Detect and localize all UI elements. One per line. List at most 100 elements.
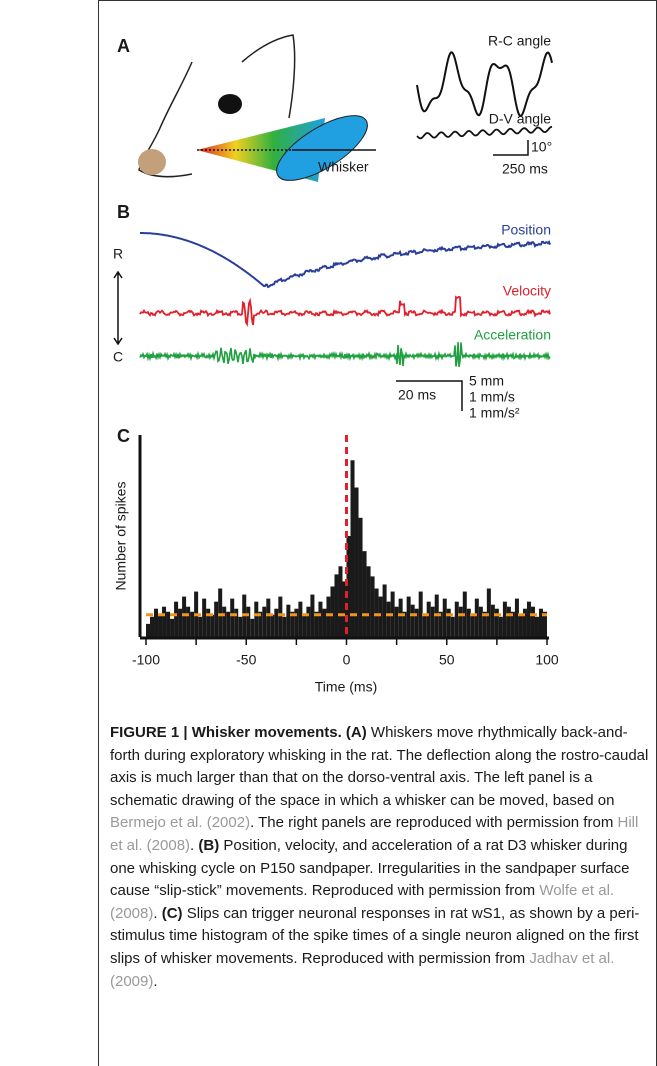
bar <box>154 608 159 637</box>
eye <box>218 94 242 114</box>
caption-text: (C) <box>161 904 183 922</box>
caption: FIGURE 1 | Whisker movements. (A) Whiske… <box>110 722 650 993</box>
trace-label: R-C angle <box>488 33 551 49</box>
bar <box>254 601 259 637</box>
reference-link[interactable]: Bermejo et al. (2002) <box>110 814 251 832</box>
acceleration-trace <box>139 342 551 367</box>
bar <box>442 598 447 637</box>
caption-text: . <box>153 904 162 922</box>
bar <box>414 608 419 637</box>
velocity-trace <box>139 295 551 327</box>
rc-trace <box>416 51 553 117</box>
bar <box>158 614 163 637</box>
bar <box>486 588 491 637</box>
x-tick-label: 0 <box>343 652 351 668</box>
ear-outline <box>241 34 296 119</box>
bar <box>406 596 411 637</box>
bar <box>190 611 195 637</box>
trace-label: D-V angle <box>489 111 551 127</box>
reference-link[interactable]: Wolfe et al. (2008) <box>110 882 615 922</box>
bar <box>350 460 355 637</box>
direction-label: C <box>113 349 123 365</box>
trace-label: Velocity <box>503 283 551 299</box>
bar <box>286 604 291 637</box>
bar <box>358 517 363 637</box>
reference-link[interactable]: Jadhav et al. (2009) <box>110 949 615 990</box>
caption-text: Position, velocity, and acceleration of … <box>110 836 630 900</box>
bar <box>226 611 231 637</box>
bar <box>422 614 427 637</box>
x-tick-label: -100 <box>132 652 160 668</box>
scale-label: 1 mm/s² <box>469 405 520 421</box>
bar <box>342 581 347 637</box>
bar <box>530 606 535 637</box>
panel-label: B <box>117 202 130 222</box>
x-axis-label: Time (ms) <box>315 679 377 695</box>
caption-text: . <box>190 836 199 854</box>
bar <box>374 588 379 637</box>
scale-label: 20 ms <box>398 387 436 403</box>
bar <box>534 616 539 637</box>
bar <box>166 611 171 637</box>
bar <box>394 606 399 637</box>
bar <box>250 618 255 637</box>
caption-text: Slips can trigger neuronal responses in … <box>110 904 640 967</box>
bar <box>438 611 443 637</box>
bar <box>262 606 267 637</box>
bar <box>206 608 211 637</box>
bar <box>354 487 359 637</box>
scale-label: 10° <box>531 139 552 155</box>
bar <box>326 596 331 637</box>
bar <box>338 566 343 637</box>
bar <box>174 601 179 637</box>
bar <box>294 608 299 637</box>
direction-label: R <box>113 246 123 262</box>
position-trace <box>140 232 551 289</box>
bar <box>402 611 407 637</box>
bar <box>210 614 215 637</box>
bar <box>282 616 287 637</box>
bar <box>222 606 227 637</box>
bar <box>230 598 235 637</box>
bar <box>542 611 547 637</box>
bar <box>234 608 239 637</box>
scale-label: 5 mm <box>469 373 504 389</box>
bar <box>430 606 435 637</box>
head-outline <box>138 61 193 178</box>
bar <box>502 601 507 637</box>
bar <box>450 616 455 637</box>
bar <box>494 608 499 637</box>
bar <box>454 601 459 637</box>
bar <box>306 606 311 637</box>
bar <box>258 611 263 637</box>
bar <box>238 616 243 637</box>
bar <box>378 596 383 637</box>
bar <box>410 604 415 637</box>
bar <box>218 588 223 637</box>
bar <box>314 611 319 637</box>
bar <box>150 616 155 637</box>
reference-link[interactable]: Hill et al. (2008) <box>110 814 639 854</box>
x-tick-label: 100 <box>535 652 559 668</box>
bar <box>366 566 371 637</box>
caption-text: (B) <box>198 836 220 854</box>
bar <box>526 601 531 637</box>
bar <box>518 614 523 637</box>
bar <box>538 608 543 637</box>
bar <box>146 623 151 637</box>
bar <box>186 606 191 637</box>
bar <box>506 606 511 637</box>
bar <box>310 594 315 637</box>
panel-label: C <box>117 426 130 446</box>
bar <box>334 574 339 637</box>
bar <box>514 598 519 637</box>
bar <box>162 606 167 637</box>
x-tick-label: -50 <box>236 652 256 668</box>
bar <box>458 606 463 637</box>
bar <box>370 576 375 637</box>
bar <box>466 608 471 637</box>
caption-text: FIGURE 1 | Whisker movements. (A) <box>110 724 367 741</box>
bar <box>178 608 183 637</box>
